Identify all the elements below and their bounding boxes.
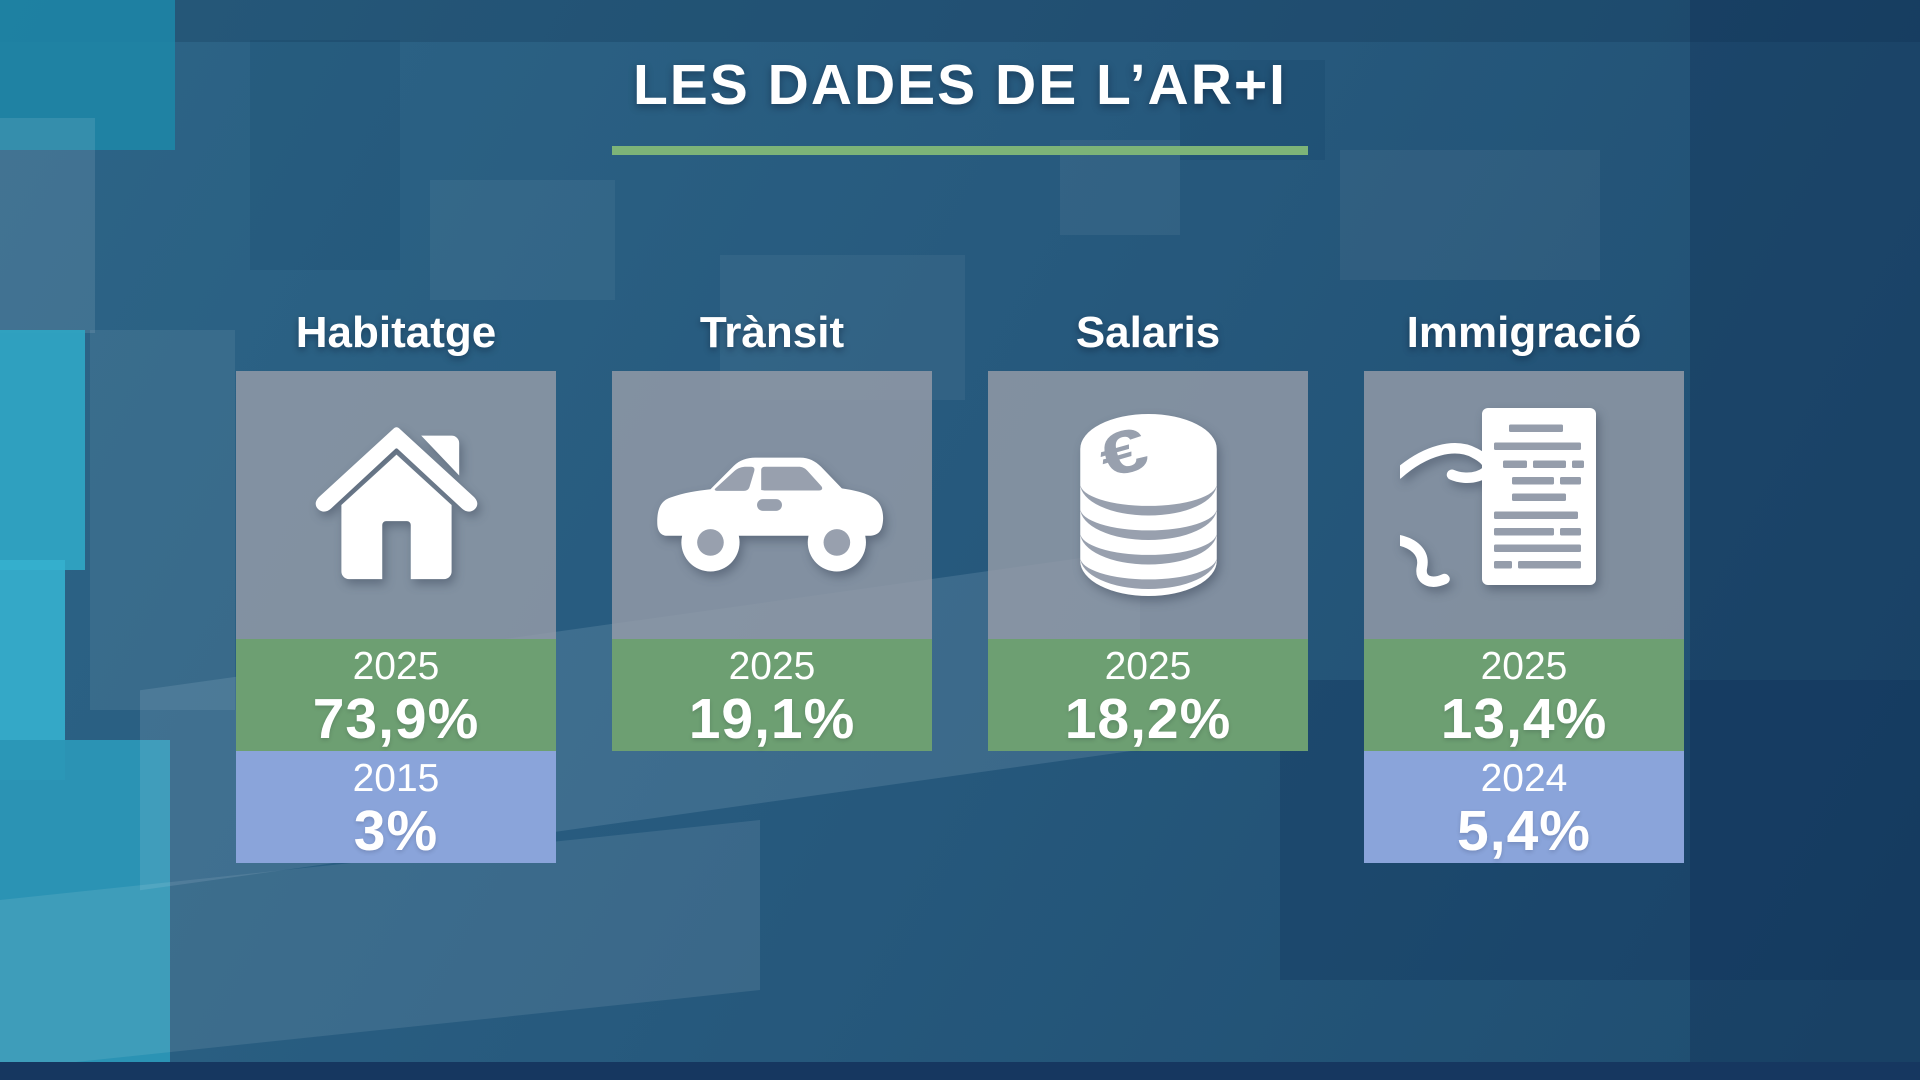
bottom-bar <box>0 1062 1920 1080</box>
background-tile <box>0 118 95 333</box>
background-tile <box>0 330 85 570</box>
previous-value: 3% <box>353 799 439 863</box>
current-value-band: 2025 13,4% <box>1364 639 1684 751</box>
document-hand-icon <box>1400 393 1648 618</box>
data-columns: Habitatge 2025 73,9% 2015 3% Trànsit <box>236 303 1684 863</box>
category-column-immigracio: Immigració <box>1364 303 1684 863</box>
previous-year: 2024 <box>1480 757 1568 800</box>
category-icon-box: € <box>988 371 1308 639</box>
euro-coin-stack-icon: € <box>1061 405 1236 605</box>
current-value: 73,9% <box>312 687 480 751</box>
current-value-band: 2025 18,2% <box>988 639 1308 751</box>
category-title: Immigració <box>1406 308 1642 357</box>
category-title: Trànsit <box>699 308 845 357</box>
title-underline <box>612 146 1308 155</box>
category-icon-box <box>612 371 932 639</box>
current-value: 19,1% <box>688 687 856 751</box>
category-icon-box <box>1364 371 1684 639</box>
background-tile <box>430 180 615 300</box>
current-value: 18,2% <box>1064 687 1232 751</box>
current-year: 2025 <box>1104 645 1192 688</box>
previous-value-band: 2024 5,4% <box>1364 751 1684 863</box>
car-icon <box>647 426 897 584</box>
current-value: 13,4% <box>1440 687 1608 751</box>
current-value-band: 2025 73,9% <box>236 639 556 751</box>
category-title: Habitatge <box>295 308 497 357</box>
current-year: 2025 <box>352 645 440 688</box>
category-title: Salaris <box>1075 308 1221 357</box>
background-tile <box>1690 0 1920 1080</box>
category-column-habitatge: Habitatge 2025 73,9% 2015 3% <box>236 303 556 863</box>
page-title: LES DADES DE L’AR+I <box>632 53 1288 117</box>
background-tile <box>90 330 235 710</box>
category-icon-box <box>236 371 556 639</box>
background-tile <box>0 560 65 780</box>
current-year: 2025 <box>1480 645 1568 688</box>
background-tile <box>1340 150 1600 280</box>
category-column-transit: Trànsit 2025 19,1% <box>612 303 932 863</box>
previous-value-band: 2015 3% <box>236 751 556 863</box>
current-value-band: 2025 19,1% <box>612 639 932 751</box>
previous-value: 5,4% <box>1457 799 1591 863</box>
category-column-salaris: Salaris € 2025 18,2% <box>988 303 1308 863</box>
background-tile <box>0 0 1920 42</box>
background-tile <box>0 740 170 1080</box>
current-year: 2025 <box>728 645 816 688</box>
previous-year: 2015 <box>352 757 440 800</box>
house-icon <box>294 410 499 600</box>
